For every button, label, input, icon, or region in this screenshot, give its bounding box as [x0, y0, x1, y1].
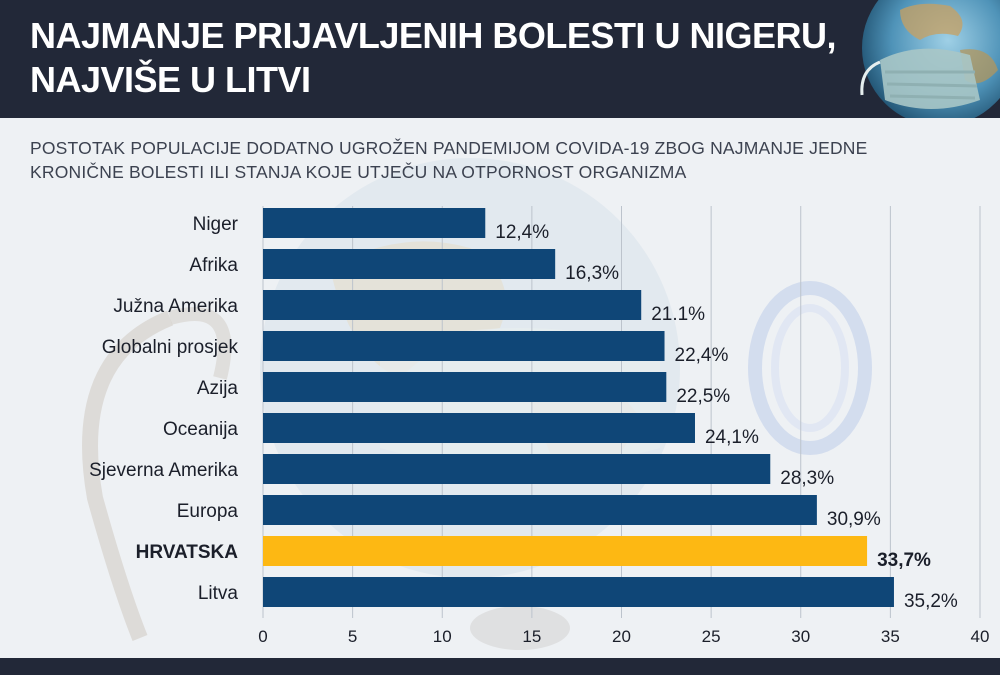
category-label: Europa [177, 501, 239, 522]
x-tick-label: 30 [791, 627, 810, 646]
x-tick-label: 20 [612, 627, 631, 646]
x-tick-label: 25 [702, 627, 721, 646]
value-label: 16,3% [565, 263, 619, 284]
chart-subtitle: POSTOTAK POPULACIJE DODATNO UGROŽEN PAND… [30, 136, 930, 184]
bars [263, 208, 894, 607]
page-title: NAJMANJE PRIJAVLJENIH BOLESTI U NIGERU, … [30, 14, 870, 102]
bar [263, 495, 817, 525]
x-axis-ticks: 0 5 10 15 20 25 30 35 40 [258, 627, 989, 646]
x-tick-label: 10 [433, 627, 452, 646]
x-tick-label: 35 [881, 627, 900, 646]
value-label: 30,9% [827, 509, 881, 530]
category-label: Sjeverna Amerika [89, 460, 238, 481]
bar [263, 290, 642, 320]
category-labels: Niger Afrika Južna Amerika Globalni prosjek… [89, 214, 239, 604]
value-label: 28,3% [780, 468, 834, 489]
bar [263, 208, 486, 238]
category-label: HRVATSKA [136, 542, 239, 563]
bar [263, 577, 894, 607]
bar [263, 331, 665, 361]
x-tick-label: 15 [522, 627, 541, 646]
value-label: 22,5% [676, 386, 730, 407]
footer-bar [0, 658, 1000, 675]
title-line-1: NAJMANJE PRIJAVLJENIH BOLESTI U NIGERU, [30, 15, 836, 56]
header: NAJMANJE PRIJAVLJENIH BOLESTI U NIGERU, … [0, 0, 1000, 118]
category-label: Niger [193, 214, 239, 235]
chart-area: POSTOTAK POPULACIJE DODATNO UGROŽEN PAND… [0, 118, 1000, 658]
bar [263, 372, 667, 402]
bar [263, 536, 868, 566]
category-label: Južna Amerika [113, 296, 238, 317]
category-label: Azija [197, 378, 239, 399]
bar [263, 413, 695, 443]
subtitle-line-2: KRONIČNE BOLESTI ILI STANJA KOJE UTJEČU … [30, 162, 687, 182]
value-label: 24,1% [705, 427, 759, 448]
value-label: 21.1% [651, 304, 705, 325]
value-label: 22,4% [675, 345, 729, 366]
title-line-2: NAJVIŠE U LITVI [30, 59, 311, 100]
bar [263, 249, 556, 279]
bar-chart: Niger Afrika Južna Amerika Globalni prosjek… [89, 206, 989, 646]
x-tick-label: 0 [258, 627, 267, 646]
x-tick-label: 5 [348, 627, 357, 646]
category-label: Oceanija [163, 419, 238, 440]
value-label: 33,7% [877, 550, 931, 571]
value-labels: 12,4% 16,3% 21.1% 22,4% 22,5% 24,1% 28,3% 30,9%… [495, 222, 958, 612]
category-label: Afrika [189, 255, 238, 276]
category-label: Litva [198, 583, 239, 604]
bar [263, 454, 771, 484]
globe-mask-image [860, 0, 1000, 118]
x-tick-label: 40 [971, 627, 990, 646]
subtitle-line-1: POSTOTAK POPULACIJE DODATNO UGROŽEN PAND… [30, 138, 868, 158]
value-label: 35,2% [904, 591, 958, 612]
category-label: Globalni prosjek [102, 337, 239, 358]
value-label: 12,4% [495, 222, 549, 243]
